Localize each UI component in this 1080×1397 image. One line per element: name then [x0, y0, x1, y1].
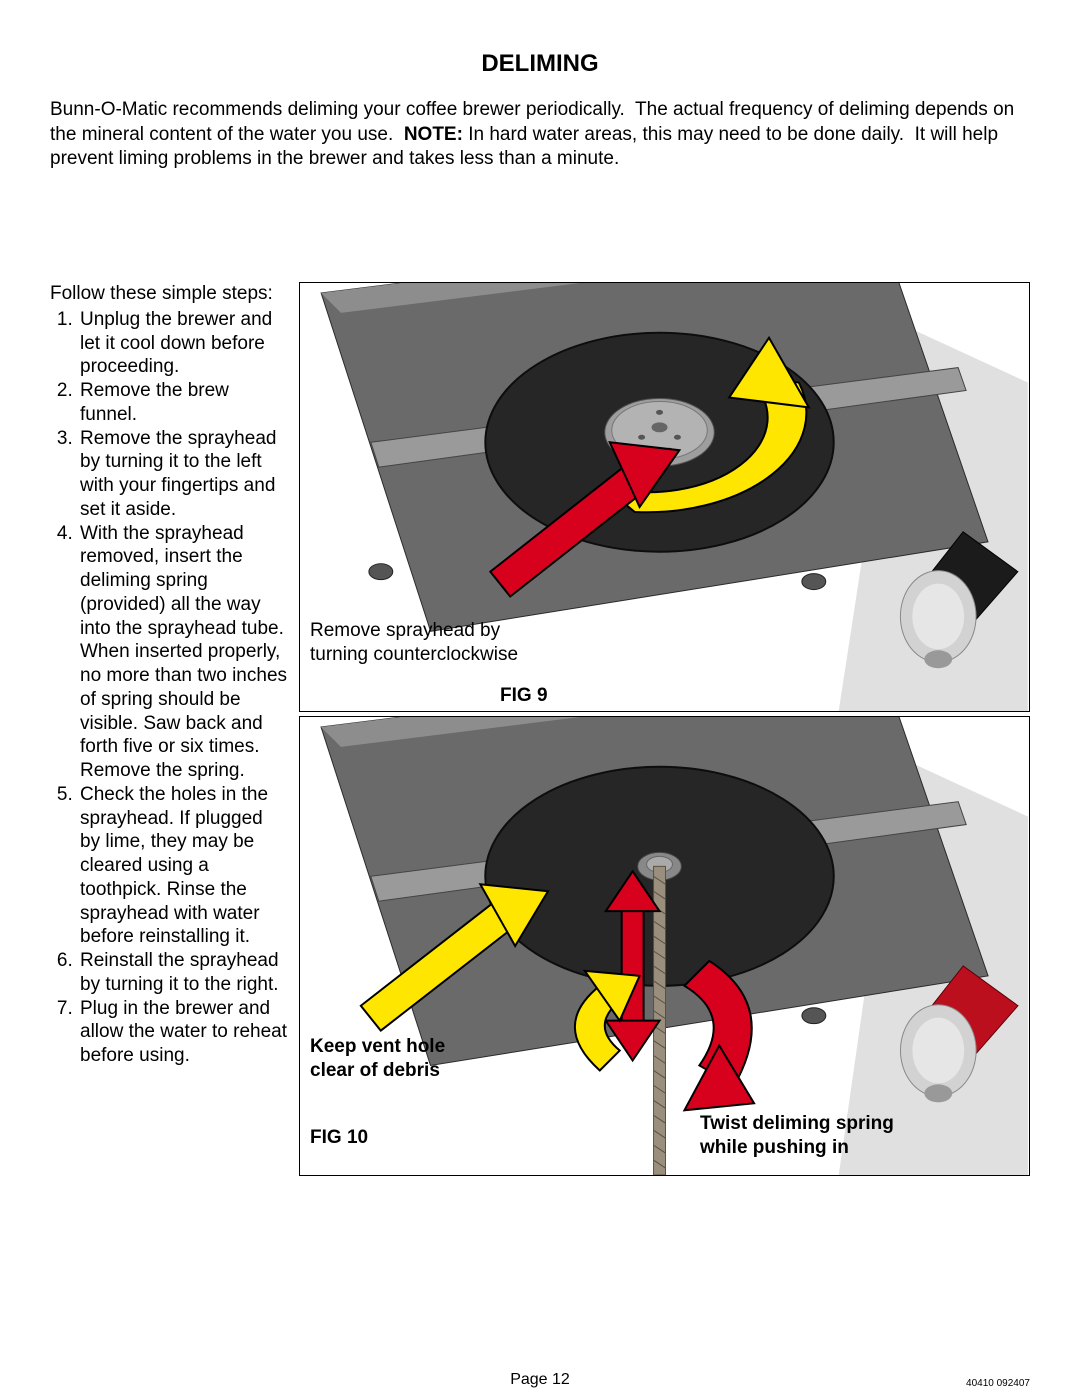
intro-paragraph: Bunn-O-Matic recommends deliming your co…	[50, 98, 1030, 172]
steps-intro: Follow these simple steps:	[50, 282, 287, 306]
step-4: With the sprayhead removed, insert the d…	[78, 522, 287, 783]
step-6: Reinstall the sprayhead by turning it to…	[78, 949, 287, 997]
fig9-label: FIG 9	[500, 685, 548, 707]
content-row: Follow these simple steps: Unplug the br…	[50, 282, 1030, 1176]
page-title: DELIMING	[50, 50, 1030, 78]
figure-10: Keep vent hole clear of debris Twist del…	[299, 716, 1030, 1176]
fig10-caption2: Twist deliming spring while pushing in	[700, 1112, 894, 1160]
step-2: Remove the brew funnel.	[78, 379, 287, 427]
instructions-column: Follow these simple steps: Unplug the br…	[50, 282, 287, 1176]
page: DELIMING Bunn-O-Matic recommends delimin…	[0, 0, 1080, 1397]
step-1: Unplug the brewer and let it cool down b…	[78, 308, 287, 379]
fig9-caption: Remove sprayhead by turning counterclock…	[310, 619, 518, 667]
figure-9: Remove sprayhead by turning counterclock…	[299, 282, 1030, 712]
step-3: Remove the sprayhead by turning it to th…	[78, 427, 287, 522]
page-number: Page 12	[0, 1371, 1080, 1389]
step-7: Plug in the brewer and allow the water t…	[78, 997, 287, 1068]
figures-column: Remove sprayhead by turning counterclock…	[299, 282, 1030, 1176]
steps-list: Unplug the brewer and let it cool down b…	[50, 308, 287, 1068]
step-5: Check the holes in the sprayhead. If plu…	[78, 783, 287, 949]
fig10-label: FIG 10	[310, 1127, 368, 1149]
fig10-illustration	[300, 717, 1029, 1175]
fig10-caption1: Keep vent hole clear of debris	[310, 1035, 445, 1083]
document-number: 40410 092407	[966, 1378, 1030, 1389]
